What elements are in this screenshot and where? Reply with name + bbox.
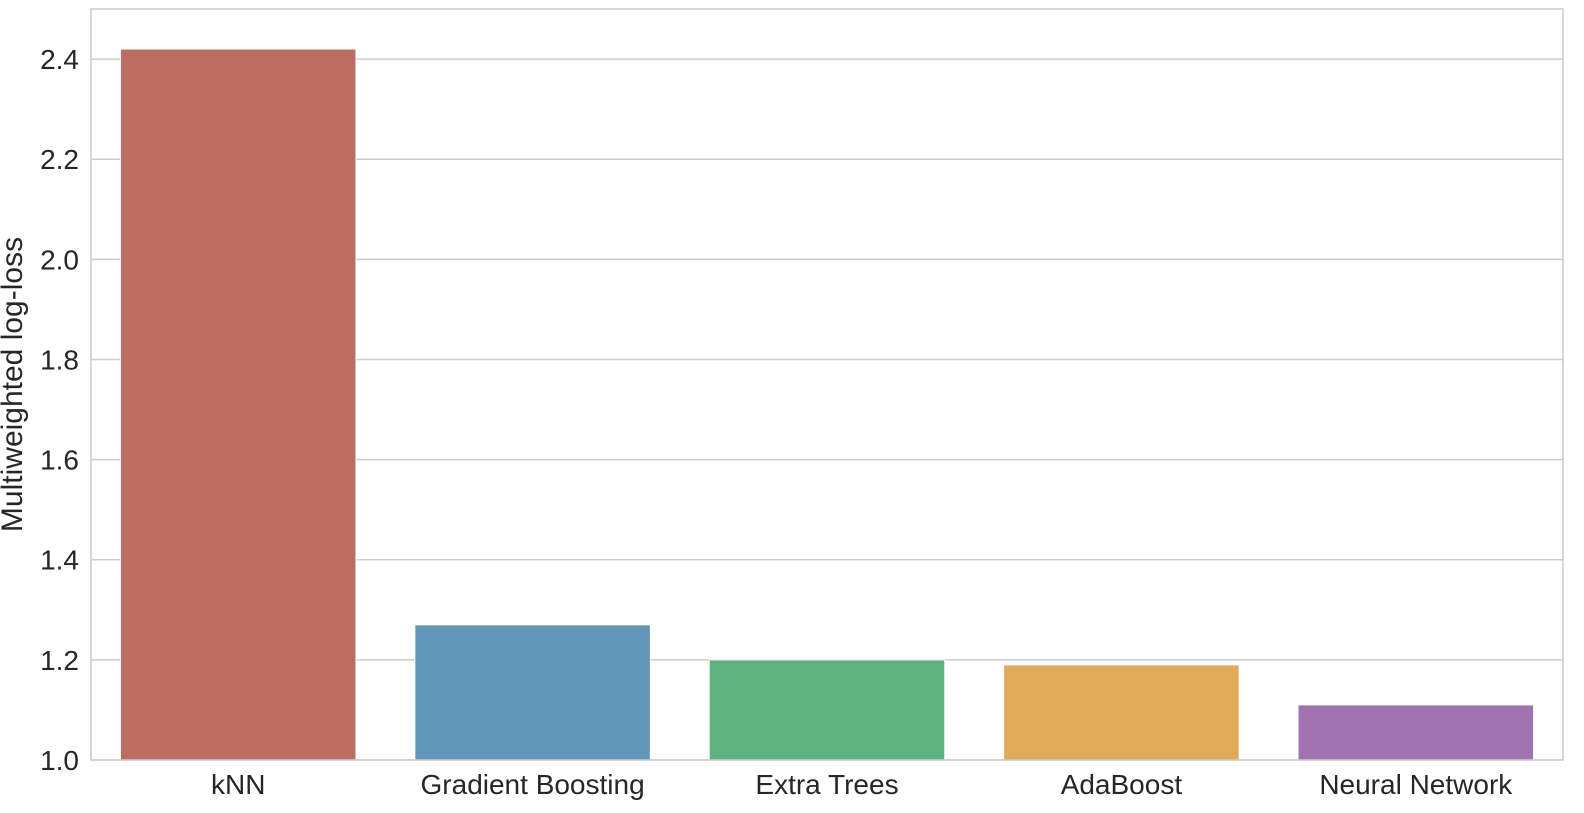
bar-extra-trees (708, 659, 946, 761)
plot-frame (90, 8, 1564, 761)
y-tick-label: 1.0 (40, 745, 79, 776)
x-tick-label: Extra Trees (755, 769, 898, 800)
bar-knn (119, 48, 357, 761)
y-axis-label: Multiweighted log-loss (0, 237, 29, 532)
y-tick-label: 1.6 (40, 445, 79, 476)
bar-neural-network (1297, 704, 1535, 761)
x-tick-labels: kNN Gradient Boosting Extra Trees AdaBoost N… (211, 769, 1513, 800)
y-tick-label: 1.8 (40, 344, 79, 375)
y-tick-label: 2.2 (40, 144, 79, 175)
y-tick-label: 2.0 (40, 244, 79, 275)
y-tick-labels: 1.0 1.2 1.4 1.6 1.8 2.0 2.2 2.4 (40, 44, 79, 776)
bar-gradient-boosting (414, 624, 651, 761)
y-tick-label: 1.4 (40, 545, 79, 576)
x-tick-label: kNN (211, 769, 265, 800)
x-tick-label: Gradient Boosting (421, 769, 645, 800)
bars (119, 48, 1535, 761)
y-tick-label: 2.4 (40, 44, 79, 75)
x-tick-label: Neural Network (1319, 769, 1513, 800)
bar-adaboost (1003, 664, 1240, 761)
y-tick-label: 1.2 (40, 645, 79, 676)
x-tick-label: AdaBoost (1061, 769, 1183, 800)
